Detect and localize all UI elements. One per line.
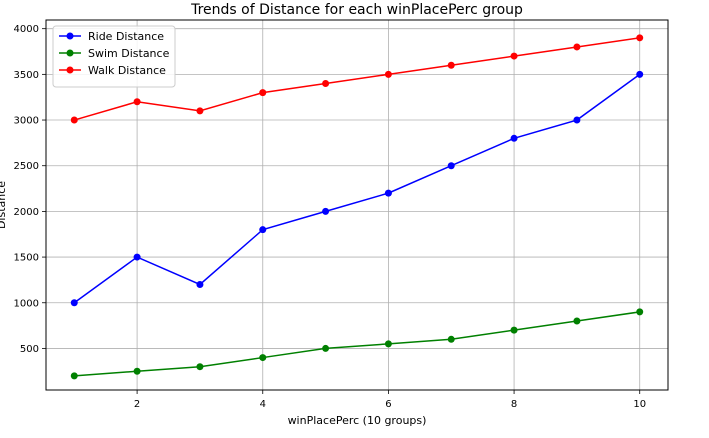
swim-distance-point <box>384 340 392 348</box>
swim-distance-line <box>74 311 640 377</box>
x-tick-label: 4 <box>260 399 266 410</box>
ride-distance-point <box>510 134 518 142</box>
swim-distance-point <box>70 372 78 380</box>
walk-distance-point <box>636 34 644 42</box>
y-tick-label: 1500 <box>14 253 39 264</box>
walk-distance-point <box>322 79 330 87</box>
walk-distance-point <box>510 52 518 60</box>
y-tick-label: 4000 <box>14 24 39 35</box>
y-tick-label: 2500 <box>14 161 39 172</box>
plot-frame <box>45 19 669 391</box>
legend-swim-distance-marker <box>66 49 74 57</box>
y-tick-label: 3500 <box>14 70 39 81</box>
axis-ticks: 2 4 6 8 10 500 1000 1500 2000 2500 3000 3500 4000 <box>14 24 647 410</box>
ride-distance-point <box>636 70 644 78</box>
swim-distance-point <box>259 354 267 362</box>
walk-distance-point <box>573 43 581 51</box>
swim-distance-point <box>636 308 644 316</box>
swim-distance-point <box>573 317 581 325</box>
grid <box>46 20 668 390</box>
legend-ride-distance-marker <box>66 32 74 40</box>
ride-distance-point <box>573 116 581 124</box>
walk-distance-point <box>133 98 141 106</box>
swim-distance-point <box>510 326 518 334</box>
ride-distance-point <box>384 189 392 197</box>
y-tick-label: 2000 <box>14 207 39 218</box>
legend-box <box>52 25 176 88</box>
x-tick-label: 2 <box>134 399 140 410</box>
legend-ride-distance-label: Ride Distance <box>88 30 164 43</box>
y-axis-label: Distance <box>0 181 8 229</box>
walk-distance-point <box>70 116 78 124</box>
ride-distance-point <box>322 207 330 215</box>
ride-distance-point <box>133 253 141 261</box>
y-tick-label: 3000 <box>14 116 39 127</box>
walk-distance-point <box>447 61 455 69</box>
x-tick-label: 6 <box>385 399 391 410</box>
swim-distance-point <box>322 344 330 352</box>
swim-distance-point <box>447 335 455 343</box>
ride-distance-point <box>196 280 204 288</box>
legend: Ride Distance Swim Distance Walk Distance <box>52 25 176 88</box>
ride-distance-point <box>447 162 455 170</box>
legend-walk-distance-marker <box>66 66 74 74</box>
swim-distance-point <box>133 367 141 375</box>
x-axis-label: winPlacePerc (10 groups) <box>288 414 427 427</box>
walk-distance-point <box>384 70 392 78</box>
swim-distance-point <box>196 363 204 371</box>
walk-distance-point <box>259 89 267 97</box>
legend-walk-distance-label: Walk Distance <box>88 64 166 77</box>
x-tick-label: 8 <box>511 399 517 410</box>
legend-swim-distance-label: Swim Distance <box>88 47 170 60</box>
walk-distance-point <box>196 107 204 115</box>
x-tick-label: 10 <box>633 399 646 410</box>
walk-distance-line <box>74 37 640 121</box>
y-tick-label: 1000 <box>14 298 39 309</box>
series <box>70 34 644 380</box>
y-tick-label: 500 <box>20 344 39 355</box>
chart-title: Trends of Distance for each winPlacePerc… <box>190 2 523 18</box>
ride-distance-point <box>259 226 267 234</box>
ride-distance-line <box>73 73 641 304</box>
ride-distance-point <box>70 299 78 307</box>
